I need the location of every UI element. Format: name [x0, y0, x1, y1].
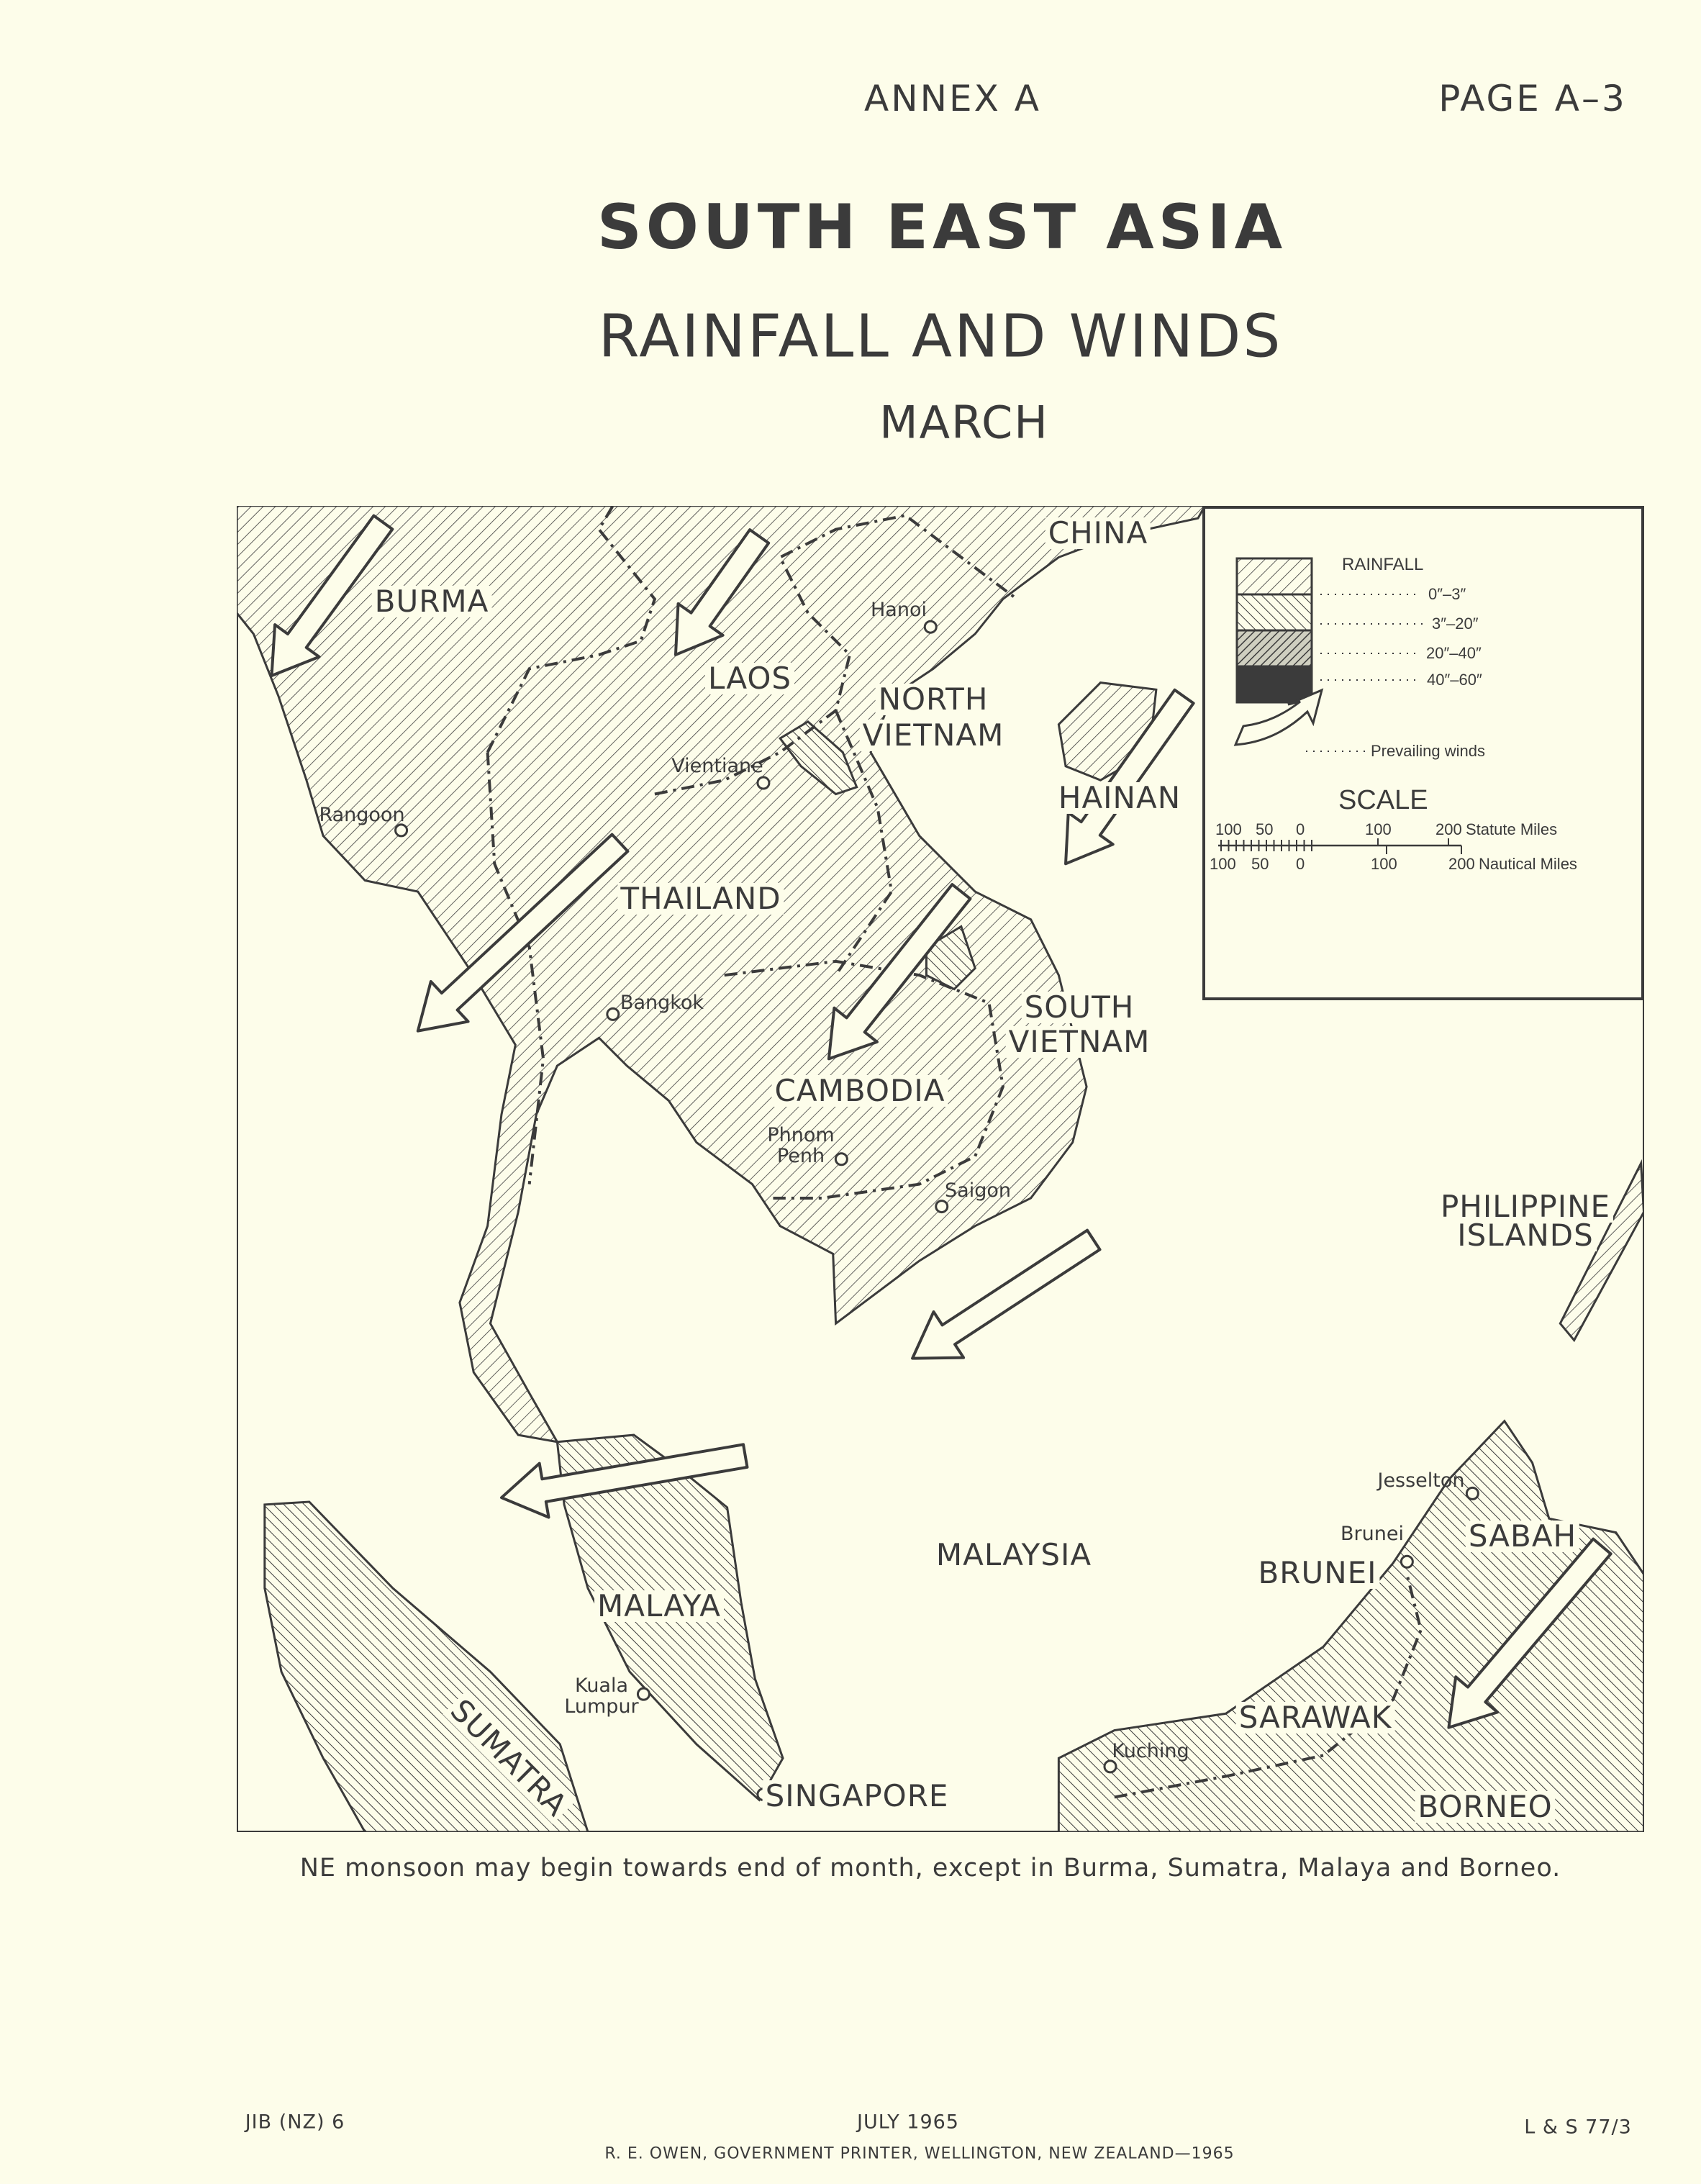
- statute-tick-100: 100: [1215, 820, 1242, 838]
- annex-label: ANNEX A: [864, 78, 1041, 119]
- legend-swatch-40-60: [1235, 665, 1313, 704]
- page-number: PAGE A–3: [1438, 78, 1627, 119]
- legend-label-3-20: 3″–20″: [1432, 615, 1479, 633]
- city-label-vientiane: Vientiane: [671, 754, 763, 777]
- city-label-phnom-penh-2: Penh: [776, 1144, 825, 1167]
- city-label-kuching: Kuching: [1112, 1739, 1189, 1762]
- city-dot-icon: [834, 1152, 848, 1166]
- region-label-burma: BURMA: [371, 585, 492, 618]
- legend-label-0-3: 0″–3″: [1428, 585, 1466, 603]
- region-label-south-vietnam-1: SOUTH: [1021, 991, 1138, 1024]
- region-label-north-vietnam-1: NORTH: [875, 683, 992, 716]
- region-label-singapore: SINGAPORE: [762, 1780, 952, 1813]
- region-label-china: CHINA: [1045, 517, 1151, 550]
- region-label-north-vietnam-2: VIETNAM: [859, 719, 1007, 752]
- boundary-line: [724, 959, 1004, 1200]
- nautical-tick-50: 50: [1251, 855, 1269, 873]
- region-label-philippines-2: ISLANDS: [1454, 1219, 1597, 1252]
- nautical-tick-100: 100: [1210, 855, 1236, 873]
- city-label-kuala-lumpur-1: Kuala: [574, 1674, 629, 1697]
- nautical-tick-200: 200: [1448, 855, 1475, 873]
- nautical-tick-0: 0: [1296, 855, 1305, 873]
- region-label-sarawak: SARAWAK: [1235, 1701, 1395, 1734]
- city-dot-icon: [606, 1007, 620, 1021]
- wind-arrow-icon: [499, 1443, 749, 1519]
- statute-tick-0: 0: [1296, 820, 1305, 838]
- boundary-line: [486, 504, 657, 753]
- philippines-landmass: [1559, 1159, 1646, 1343]
- wind-arrow-icon: [827, 883, 972, 1061]
- region-label-thailand: THAILAND: [617, 882, 784, 915]
- boundary-line: [654, 514, 1018, 796]
- region-label-cambodia: CAMBODIA: [771, 1074, 948, 1107]
- nautical-tick-100b: 100: [1371, 855, 1397, 873]
- city-label-jesselton: Jesselton: [1377, 1469, 1465, 1492]
- legend-title: RAINFALL: [1342, 555, 1424, 574]
- region-label-hainan: HAINAN: [1055, 781, 1184, 815]
- region-label-brunei: BRUNEI: [1255, 1557, 1380, 1590]
- region-label-south-vietnam-2: VIETNAM: [1005, 1025, 1153, 1059]
- wind-arrow-icon: [416, 833, 630, 1033]
- footer-code: L & S 77/3: [1524, 2116, 1632, 2139]
- region-label-malaya: MALAYA: [594, 1590, 724, 1623]
- legend-graphics: [1218, 557, 1462, 854]
- map-title: SOUTH EAST ASIA: [597, 191, 1287, 263]
- city-dot-icon: [935, 1200, 949, 1214]
- city-label-phnom-penh-1: Phnom: [767, 1123, 835, 1146]
- legend-label-20-40: 20″–40″: [1426, 644, 1482, 662]
- region-label-sabah: SABAH: [1465, 1520, 1580, 1553]
- footer-reference: JIB (NZ) 6: [245, 2111, 345, 2134]
- legend-label-40-60: 40″–60″: [1427, 671, 1482, 689]
- wet-zone-vietnam: [925, 925, 976, 991]
- wind-arrow-icon: [1064, 688, 1195, 866]
- boundary-line: [486, 752, 545, 1184]
- footer-date: JULY 1965: [857, 2111, 959, 2134]
- map-subtitle: RAINFALL AND WINDS: [598, 302, 1283, 371]
- map-frame: CHINA BURMA LAOS NORTH VIETNAM HAINAN THAILAND…: [235, 504, 1646, 1834]
- region-label-borneo: BORNEO: [1415, 1790, 1556, 1823]
- map-month: MARCH: [879, 396, 1049, 449]
- city-dot-icon: [923, 620, 938, 634]
- wind-arrow-icon: [911, 1228, 1102, 1360]
- city-dot-icon: [636, 1687, 650, 1701]
- boundary-line: [834, 710, 894, 977]
- city-dot-icon: [1400, 1554, 1414, 1569]
- city-dot-icon: [1465, 1486, 1479, 1500]
- statute-tick-200: 200: [1435, 820, 1462, 838]
- footer-printer: R. E. OWEN, GOVERNMENT PRINTER, WELLINGT…: [604, 2144, 1235, 2163]
- region-label-philippines-1: PHILIPPINE: [1437, 1190, 1614, 1223]
- region-label-laos: LAOS: [704, 662, 795, 695]
- city-label-bangkok: Bangkok: [620, 991, 704, 1014]
- statute-unit: Statute Miles: [1466, 820, 1558, 838]
- city-dot-icon: [756, 776, 771, 790]
- curved-arrow-icon: [1233, 688, 1324, 746]
- statute-tick-50: 50: [1256, 820, 1274, 838]
- city-label-brunei-town: Brunei: [1341, 1522, 1404, 1545]
- city-label-rangoon: Rangoon: [319, 803, 405, 826]
- legend-winds-label: Prevailing winds: [1371, 742, 1485, 760]
- map-caption: NE monsoon may begin towards end of mont…: [299, 1854, 1561, 1882]
- city-dot-icon: [1103, 1759, 1117, 1774]
- map-legend: RAINFALL 0″–3″ 3″–20″ 20″–40″ 40″–60″ Pr…: [1202, 506, 1644, 1000]
- legend-swatch-3-20: [1235, 593, 1313, 632]
- wet-zone-laos: [778, 720, 858, 796]
- legend-swatch-0-3: [1235, 557, 1313, 596]
- wind-arrow-icon: [270, 514, 394, 677]
- city-dot-icon: [394, 823, 409, 838]
- statute-tick-100b: 100: [1365, 820, 1392, 838]
- city-label-hanoi: Hanoi: [871, 598, 927, 621]
- wind-arrow-icon: [1447, 1537, 1612, 1729]
- nautical-unit: Nautical Miles: [1479, 855, 1577, 873]
- wind-arrow-icon: [673, 528, 771, 656]
- city-label-saigon: Saigon: [945, 1179, 1011, 1202]
- region-label-malaysia: MALAYSIA: [933, 1539, 1095, 1572]
- scale-title: SCALE: [1338, 785, 1428, 815]
- legend-swatch-20-40: [1235, 629, 1313, 668]
- city-label-kuala-lumpur-2: Lumpur: [564, 1695, 639, 1718]
